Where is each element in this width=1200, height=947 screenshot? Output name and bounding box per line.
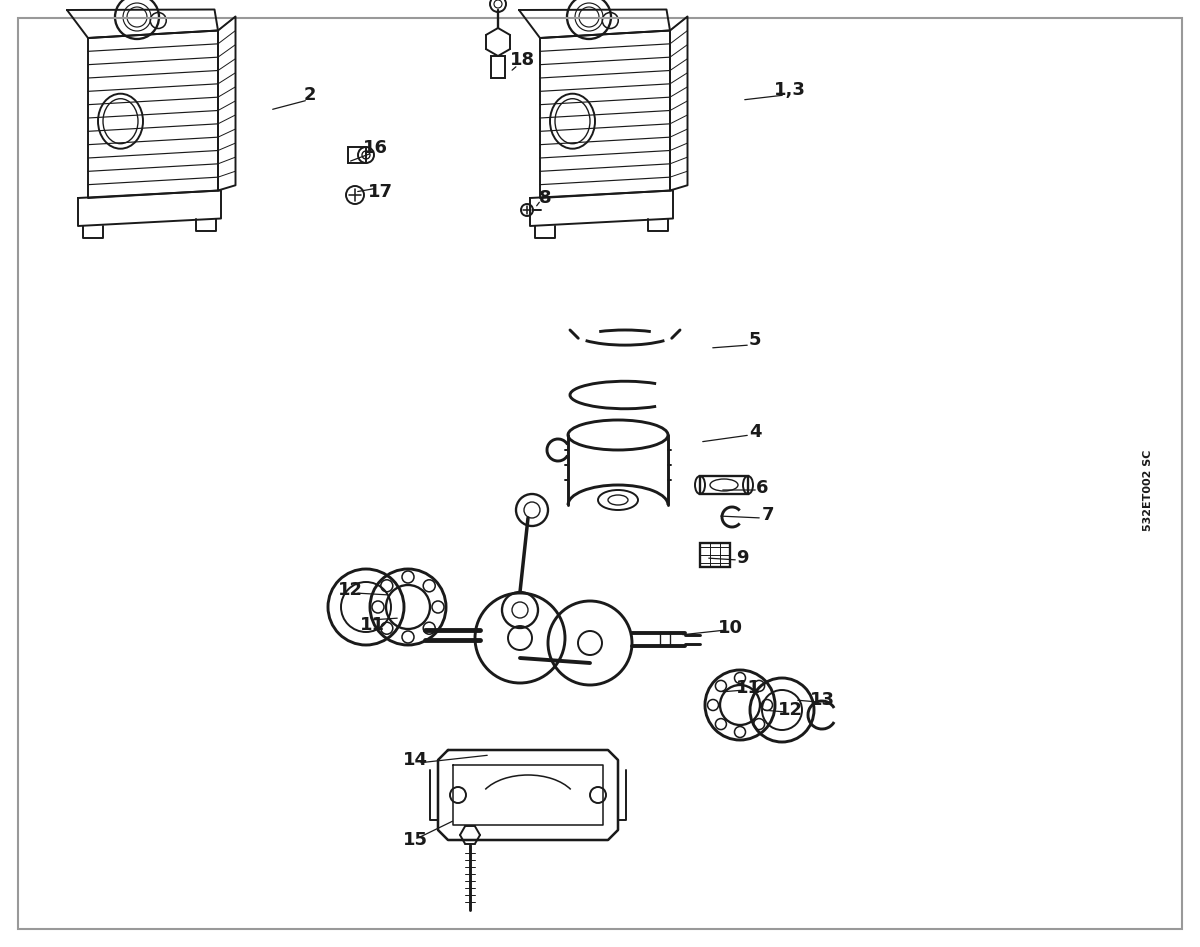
Text: 532ET002 SC: 532ET002 SC bbox=[1142, 449, 1153, 530]
Text: 4: 4 bbox=[749, 423, 761, 441]
Text: 9: 9 bbox=[736, 549, 749, 567]
Text: 8: 8 bbox=[539, 189, 551, 207]
Text: 16: 16 bbox=[362, 139, 388, 157]
Text: 6: 6 bbox=[756, 479, 768, 497]
Text: 15: 15 bbox=[402, 831, 427, 849]
Text: 1,3: 1,3 bbox=[774, 81, 806, 99]
Bar bbox=[348, 147, 366, 163]
Text: 12: 12 bbox=[337, 581, 362, 599]
Bar bbox=[700, 476, 748, 494]
Text: 14: 14 bbox=[402, 751, 427, 769]
Bar bbox=[491, 56, 505, 78]
Text: 11: 11 bbox=[360, 616, 384, 634]
Text: 12: 12 bbox=[778, 701, 803, 719]
Text: 11: 11 bbox=[736, 679, 761, 697]
Text: 2: 2 bbox=[304, 86, 317, 104]
Text: 10: 10 bbox=[718, 619, 743, 637]
Text: 5: 5 bbox=[749, 331, 761, 349]
Bar bbox=[700, 543, 730, 567]
Text: 18: 18 bbox=[510, 51, 534, 69]
Text: 17: 17 bbox=[367, 183, 392, 201]
Text: 7: 7 bbox=[762, 506, 774, 524]
Text: 13: 13 bbox=[810, 691, 834, 709]
